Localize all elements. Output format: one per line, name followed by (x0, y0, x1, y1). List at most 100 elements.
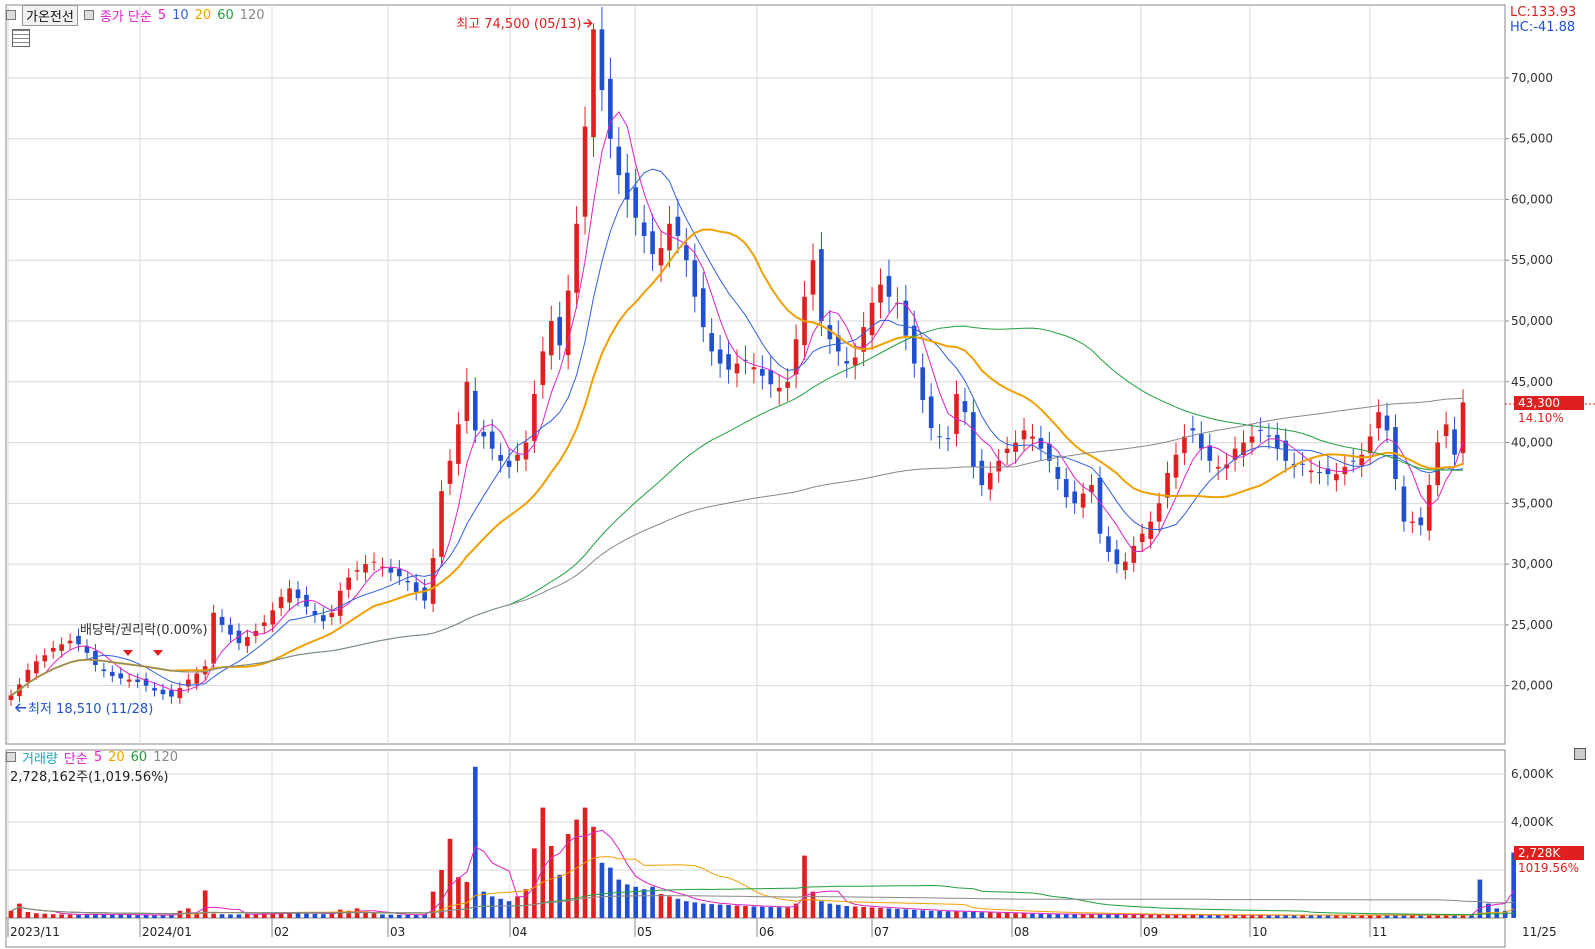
volume-bar (1325, 915, 1331, 918)
price-tick-label: 50,000 (1511, 314, 1553, 328)
volume-bar (1114, 914, 1120, 918)
volume-bar (8, 910, 14, 918)
low-price-annotation: 최저 18,510 (11/28) (28, 702, 153, 717)
price-tick-label: 20,000 (1511, 679, 1553, 693)
volume-bar (1452, 915, 1457, 918)
volume-toggle-icon[interactable] (6, 752, 16, 762)
ma-settings-icon[interactable] (83, 10, 94, 20)
candle-body (1410, 521, 1415, 523)
volume-bar (287, 912, 292, 918)
candle-body (295, 589, 301, 599)
volume-bar (971, 912, 976, 918)
price-tick-label: 30,000 (1511, 557, 1553, 571)
vol-ma-5-label: 5 (93, 749, 103, 765)
candle-body (1376, 412, 1381, 429)
x-tick-label: 11/25 (1522, 925, 1557, 939)
volume-bar (869, 907, 875, 918)
candle-body (101, 669, 107, 672)
candle-body (1139, 533, 1145, 543)
volume-bar (59, 914, 64, 918)
candle-body (911, 325, 917, 364)
candle-body (1131, 545, 1137, 563)
volume-bar (1418, 915, 1424, 918)
volume-bar (397, 914, 402, 918)
volume-bar (785, 907, 790, 918)
candle-body (489, 431, 495, 449)
volume-bar (160, 915, 166, 918)
volume-bar (219, 914, 225, 918)
volume-bar (937, 911, 942, 918)
candle-body (456, 424, 461, 464)
volume-bar (1182, 914, 1187, 918)
ma-20-label: 20 (194, 7, 212, 23)
volume-bar (17, 903, 22, 918)
volume-bar (1241, 915, 1246, 918)
candle-body (67, 640, 73, 644)
volume-bar (987, 912, 993, 918)
volume-bar (886, 908, 892, 918)
candle-body (447, 460, 453, 484)
panel-toggle-icon[interactable] (6, 10, 16, 20)
volume-bar (1055, 914, 1061, 918)
price-tag: 43,300 (1514, 396, 1584, 410)
candle-body (405, 580, 411, 583)
candle-body (675, 216, 681, 236)
volume-panel-menu-icon[interactable] (1574, 748, 1586, 760)
grid-table-icon[interactable] (12, 29, 30, 47)
stock-name-button[interactable]: 가온전선 (22, 4, 78, 26)
candle-body (1342, 466, 1348, 475)
volume-bar (658, 894, 664, 918)
x-tick-label: 07 (874, 925, 889, 939)
price-tick-label: 60,000 (1511, 192, 1553, 206)
volume-bar (84, 914, 90, 918)
candle-body (996, 460, 1002, 472)
volume-bar (835, 904, 841, 918)
candle-body (954, 393, 959, 435)
candle-body (928, 396, 934, 428)
volume-bar (321, 914, 326, 918)
volume-bar (1148, 914, 1153, 918)
candle-body (321, 615, 326, 622)
current-volume-label: 2,728,162주(1,019.56%) (10, 770, 169, 785)
volume-bar (1435, 915, 1440, 918)
volume-bar (641, 889, 647, 918)
volume-ma-label: 단순 (63, 751, 88, 767)
candle-body (717, 349, 723, 364)
candle-body (1207, 445, 1213, 461)
volume-bar (1123, 914, 1128, 918)
ma-60-label: 60 (217, 7, 234, 23)
candle-body (692, 260, 698, 297)
volume-bar (1494, 908, 1500, 918)
volume-bar (574, 819, 579, 918)
x-tick-label: 03 (390, 925, 405, 939)
candle-body (1114, 549, 1120, 565)
x-tick-label: 06 (759, 925, 774, 939)
ma-120-line (10, 397, 1464, 696)
ma-20-line (10, 228, 1464, 697)
price-tick-label: 45,000 (1511, 375, 1553, 389)
volume-bar (827, 903, 833, 918)
candle-body (34, 661, 39, 674)
candle-body (1300, 463, 1305, 465)
candle-body (743, 359, 748, 361)
candle-body (1072, 491, 1077, 504)
price-tick-label: 70,000 (1511, 71, 1553, 85)
volume-bar (295, 913, 301, 918)
candle-body (354, 570, 360, 572)
volume-bar (548, 846, 554, 918)
candle-body (413, 582, 419, 593)
volume-bar (1342, 915, 1348, 918)
candle-body (236, 630, 242, 644)
x-tick-label: 02 (274, 925, 289, 939)
volume-bar (1266, 915, 1272, 918)
volume-bar (1486, 903, 1491, 918)
volume-bar (532, 848, 537, 918)
volume-bar (1207, 915, 1213, 918)
candle-body (979, 460, 985, 486)
candle-body (388, 567, 394, 573)
volume-bar (557, 874, 563, 918)
ma-5-label: 5 (157, 7, 167, 23)
vol-ma-20-label: 20 (108, 749, 125, 765)
candle-body (1367, 436, 1373, 454)
volume-bar (1443, 915, 1449, 918)
